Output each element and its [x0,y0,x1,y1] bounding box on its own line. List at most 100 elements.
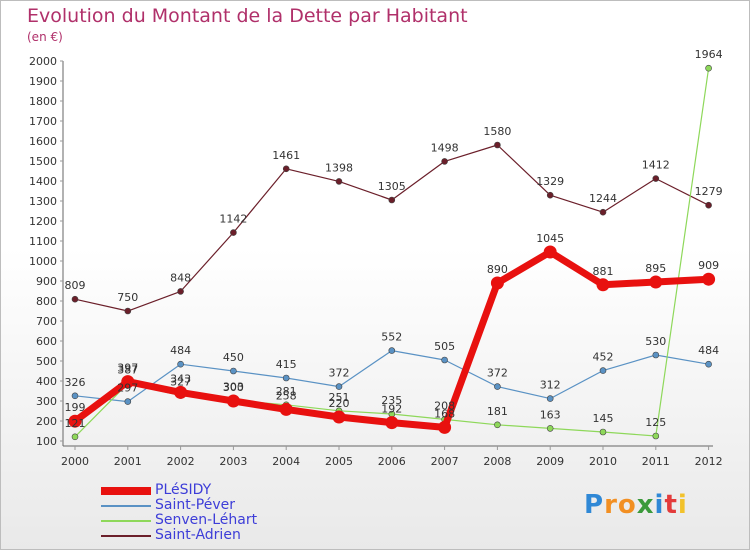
data-point [335,178,343,185]
legend-label: Senven-Léhart [155,512,258,528]
data-label: 1412 [642,159,670,172]
data-point [332,410,346,424]
data-label: 1498 [431,141,459,154]
y-tick-label: 700 [36,315,57,328]
data-point [124,398,132,405]
chart-title: Evolution du Montant de la Dette par Hab… [27,5,468,27]
x-tick-label: 2011 [642,455,670,468]
data-point [490,276,504,290]
data-point [282,165,290,173]
data-label: 387 [117,364,138,377]
data-point [494,383,501,390]
y-tick-label: 200 [36,415,57,428]
data-point [438,420,452,434]
data-label: 297 [117,382,138,395]
data-point [652,351,660,359]
data-label: 199 [65,401,86,414]
y-tick-label: 2000 [29,55,57,68]
data-point [652,175,660,182]
data-label: 1329 [536,175,564,188]
data-point [230,367,237,375]
x-tick-label: 2007 [431,455,459,468]
data-label: 125 [645,416,666,429]
x-tick-label: 2002 [167,455,195,468]
legend-swatch [101,535,151,537]
data-label: 484 [170,344,191,357]
data-label: 1580 [483,125,511,138]
data-point [71,392,79,400]
data-label: 163 [540,408,561,421]
data-point [546,425,554,432]
data-point [174,385,188,399]
data-label: 326 [65,376,86,389]
data-label: 181 [487,405,508,418]
data-label: 208 [434,399,455,412]
y-tick-label: 600 [36,335,57,348]
data-point [702,272,716,286]
data-label: 881 [593,265,614,278]
data-label: 1244 [589,192,617,205]
logo-letter: x [636,490,655,520]
x-tick-label: 2010 [589,455,617,468]
y-tick-label: 1500 [29,155,57,168]
y-tick-label: 1100 [29,235,57,248]
x-tick-label: 2006 [378,455,406,468]
data-label: 235 [381,394,402,407]
y-tick-label: 1900 [29,75,57,88]
y-tick-label: 800 [36,295,57,308]
data-label: 281 [276,385,297,398]
data-label: 1279 [695,185,723,198]
data-point [705,201,712,209]
data-point [652,432,660,440]
data-point [546,395,554,402]
x-tick-label: 2001 [114,455,142,468]
y-tick-label: 900 [36,275,57,288]
data-label: 895 [645,262,666,275]
data-point [546,191,554,199]
data-point [385,416,399,430]
data-point [226,394,240,408]
data-point [71,295,79,303]
x-tick-label: 2003 [219,455,247,468]
data-label: 505 [434,340,455,353]
x-tick-label: 2012 [695,455,723,468]
data-label: 890 [487,263,508,276]
chart-subtitle: (en €) [27,30,63,44]
y-tick-label: 400 [36,375,57,388]
logo-letter: P [584,490,605,520]
data-point [494,421,501,429]
data-label: 530 [645,335,666,348]
y-tick-label: 500 [36,355,57,368]
data-label: 484 [698,344,719,357]
legend-label: Saint-Péver [155,497,235,513]
data-label: 909 [698,259,719,272]
legend-label: PLéSIDY [155,482,212,498]
y-tick-label: 1000 [29,255,57,268]
data-point [705,64,712,72]
data-label: 251 [329,391,350,404]
y-tick-label: 100 [36,435,57,448]
data-point [705,360,712,368]
data-label: 372 [329,367,350,380]
y-tick-label: 300 [36,395,57,408]
data-point [230,229,237,236]
data-label: 168 [434,407,455,420]
data-label: 303 [223,380,244,393]
data-label: 1045 [536,232,564,245]
data-point [543,245,557,259]
data-point [596,278,610,292]
y-tick-label: 1700 [29,115,57,128]
data-point [177,360,184,368]
data-label: 220 [329,397,350,410]
data-point [494,141,501,149]
y-tick-label: 1300 [29,195,57,208]
legend-swatch [101,520,151,522]
legend-swatch [101,505,151,507]
data-point [388,196,396,204]
y-tick-label: 1600 [29,135,57,148]
data-label: 750 [117,291,138,304]
legend-label: Saint-Adrien [155,527,241,543]
data-label: 1142 [219,213,247,226]
